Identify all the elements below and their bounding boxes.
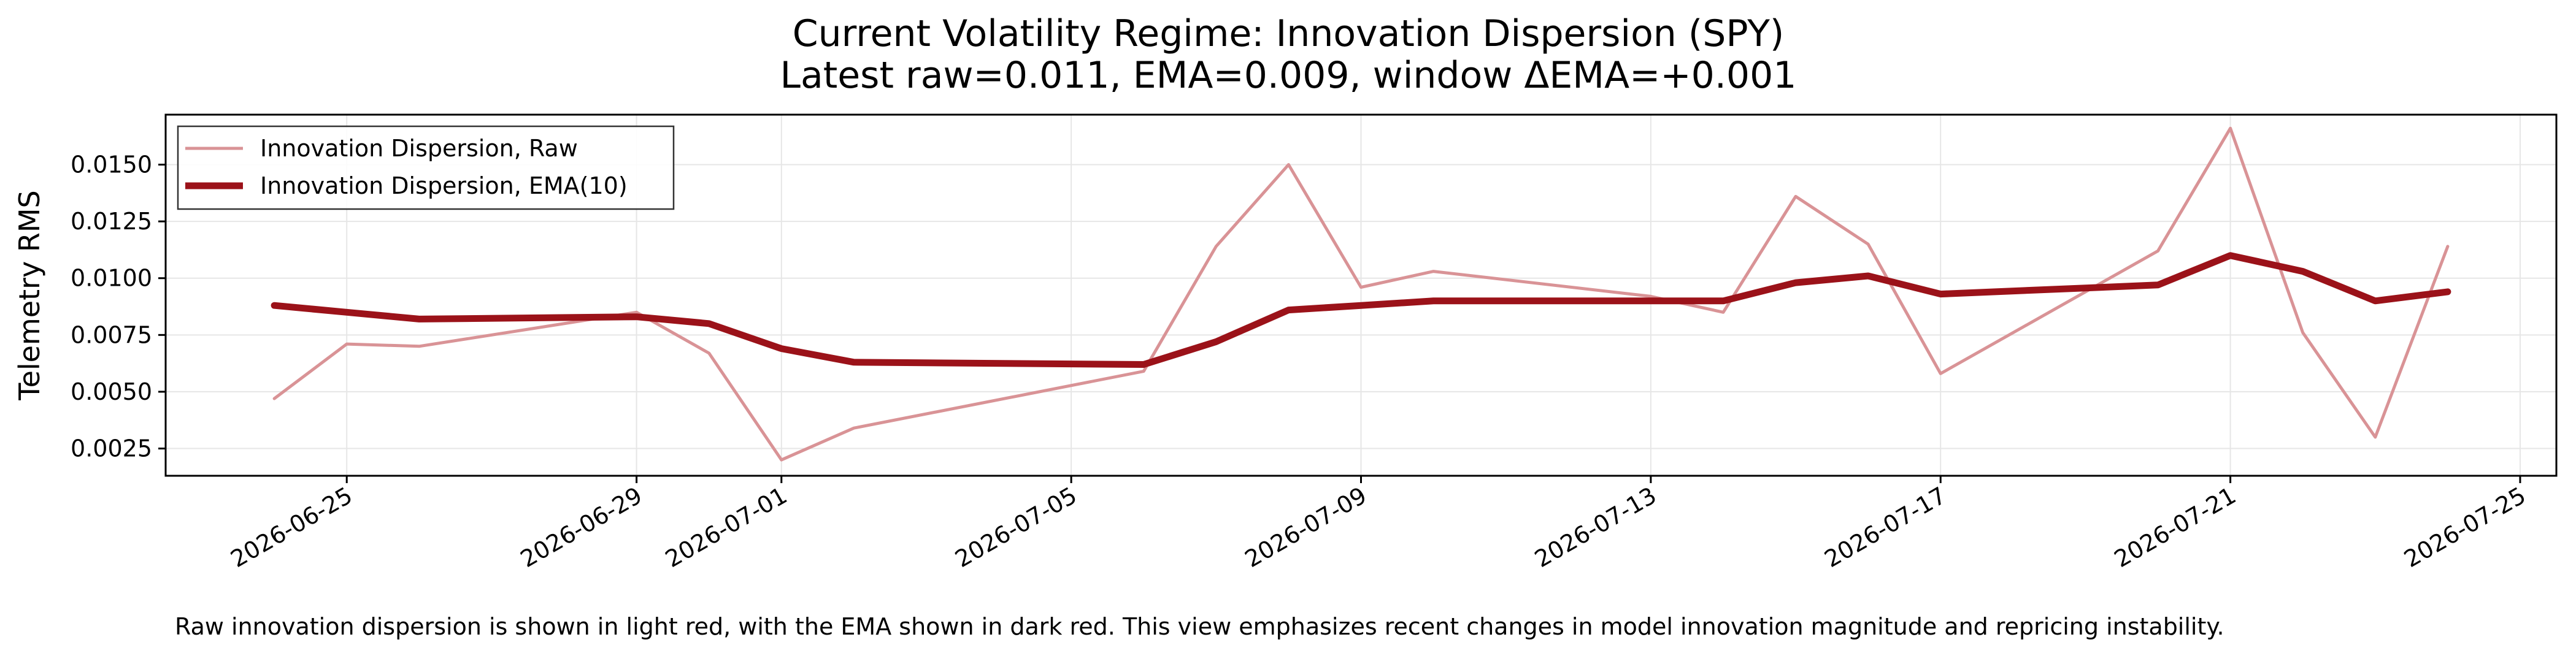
chart-title: Current Volatility Regime: Innovation Di… xyxy=(793,12,1785,55)
legend: Innovation Dispersion, Raw Innovation Di… xyxy=(177,125,675,210)
raw-series-line xyxy=(272,126,2450,462)
legend-box xyxy=(177,125,675,210)
x-tick-label: 2026-06-25 xyxy=(226,482,356,573)
x-tick-label: 2026-07-13 xyxy=(1530,482,1661,573)
legend-label-raw: Innovation Dispersion, Raw xyxy=(260,135,578,162)
ema-series-line xyxy=(271,252,2451,368)
x-tick-label: 2026-07-05 xyxy=(950,482,1081,573)
legend-label-ema: Innovation Dispersion, EMA(10) xyxy=(260,172,628,199)
y-tick-label: 0.0075 xyxy=(71,321,152,348)
x-tick-label: 2026-07-25 xyxy=(2399,482,2530,573)
y-tick-label: 0.0125 xyxy=(71,208,152,235)
x-tick-label: 2026-07-01 xyxy=(661,482,791,573)
series-layer xyxy=(271,126,2451,462)
chart-subtitle: Latest raw=0.011, EMA=0.009, window ΔEMA… xyxy=(780,54,1797,97)
y-tick-label: 0.0150 xyxy=(71,151,152,178)
x-tick-label: 2026-07-17 xyxy=(1820,482,1950,573)
y-tick-label: 0.0025 xyxy=(71,435,152,462)
y-tick-label: 0.0050 xyxy=(71,378,152,405)
x-tick-label: 2026-07-09 xyxy=(1240,482,1371,573)
x-tick-label: 2026-07-21 xyxy=(2110,482,2240,573)
y-tick-label: 0.0100 xyxy=(71,265,152,292)
x-tick-label: 2026-06-29 xyxy=(516,482,647,573)
chart-caption: Raw innovation dispersion is shown in li… xyxy=(175,613,2224,640)
grid xyxy=(166,115,2556,476)
y-axis-label: Telemetry RMS xyxy=(13,190,46,400)
